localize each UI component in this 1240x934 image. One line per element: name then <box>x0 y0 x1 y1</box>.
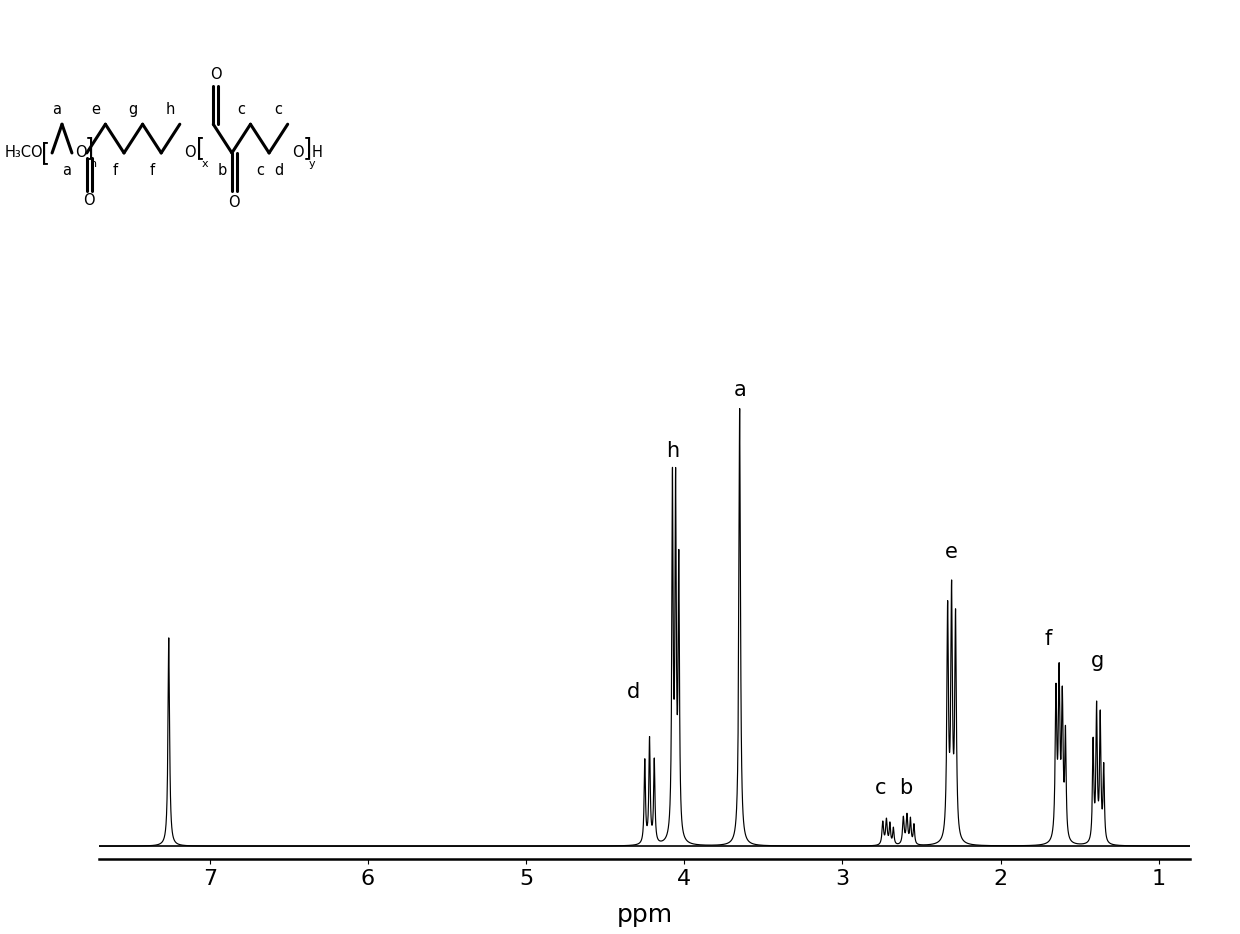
Text: H: H <box>312 146 322 161</box>
Text: d: d <box>627 682 640 701</box>
Text: ]: ] <box>84 136 94 160</box>
Text: O: O <box>184 146 196 161</box>
Text: h: h <box>666 441 680 461</box>
Text: O: O <box>291 146 304 161</box>
Text: x: x <box>202 160 208 169</box>
Text: b: b <box>899 778 913 798</box>
Text: O: O <box>83 193 95 208</box>
Text: g: g <box>129 103 138 118</box>
Text: ]: ] <box>303 136 312 160</box>
Text: c: c <box>237 103 246 118</box>
Text: e: e <box>945 542 959 561</box>
Text: y: y <box>309 160 315 169</box>
Text: O: O <box>228 195 241 210</box>
Text: d: d <box>274 163 283 177</box>
Text: e: e <box>92 103 100 118</box>
Text: f: f <box>1044 630 1052 649</box>
Text: n: n <box>91 160 97 169</box>
Text: c: c <box>874 778 887 798</box>
Text: c: c <box>274 103 283 118</box>
Text: O: O <box>210 67 222 82</box>
Text: f: f <box>112 163 118 177</box>
Text: a: a <box>733 380 746 400</box>
Text: [: [ <box>196 136 206 160</box>
Text: g: g <box>1090 651 1104 672</box>
Text: O: O <box>74 146 87 161</box>
Text: b: b <box>218 163 227 177</box>
Text: h: h <box>166 103 175 118</box>
Text: f: f <box>149 163 155 177</box>
X-axis label: ppm: ppm <box>616 903 673 927</box>
Text: a: a <box>62 163 72 177</box>
Text: H₃CO: H₃CO <box>5 146 43 161</box>
Text: c: c <box>255 163 264 177</box>
Text: [: [ <box>41 141 51 165</box>
Text: a: a <box>52 103 62 118</box>
